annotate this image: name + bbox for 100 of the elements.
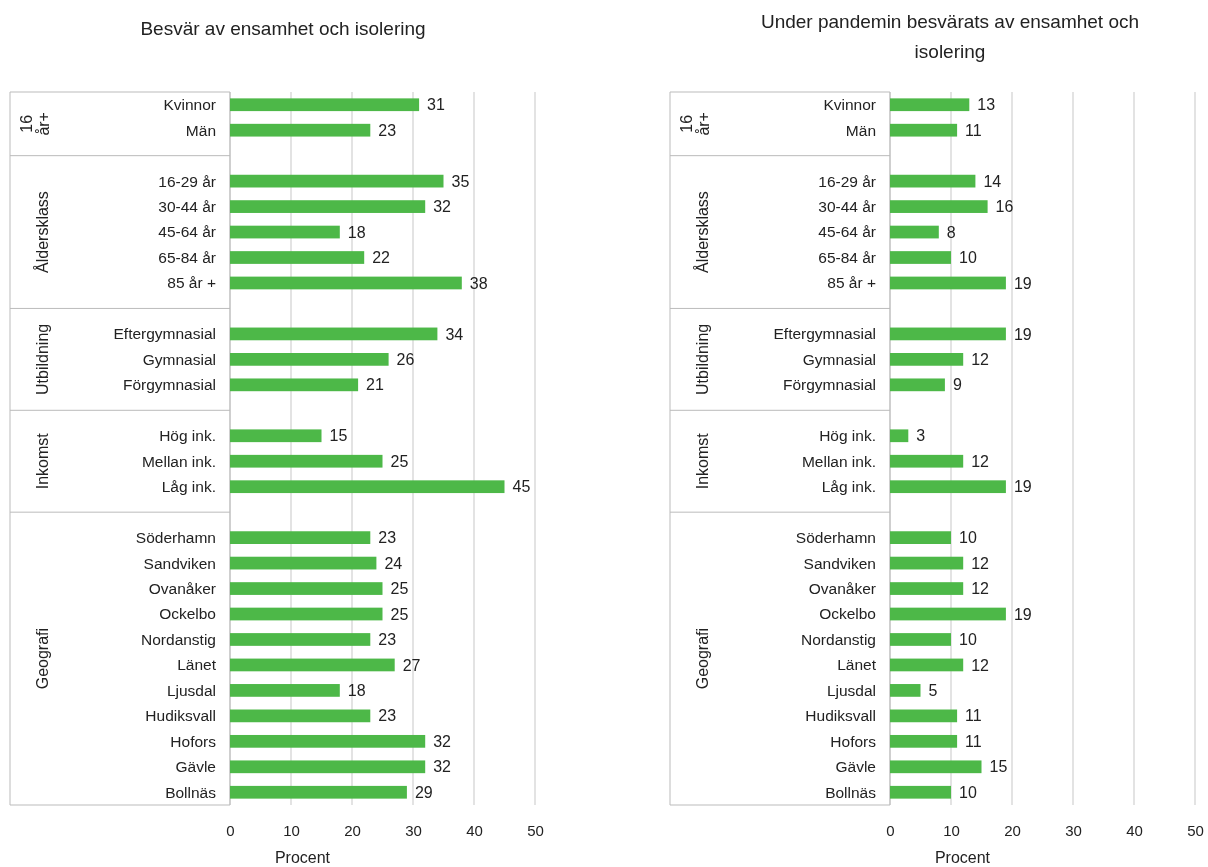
- data-label: 24: [384, 554, 403, 572]
- data-label: 23: [378, 707, 397, 725]
- data-label: 10: [959, 631, 977, 649]
- y-tick-label: Gymnasial: [142, 350, 216, 368]
- data-label: 35: [451, 172, 470, 190]
- y-tick-label: Låg ink.: [821, 478, 876, 496]
- y-tick-label: Låg ink.: [161, 478, 216, 496]
- y-tick-label: 45-64 år: [818, 223, 876, 241]
- data-label: 23: [378, 631, 397, 649]
- data-label: 16: [995, 198, 1014, 216]
- y-tick-label: Gymnasial: [802, 350, 876, 368]
- text: 16 år+: [677, 112, 712, 136]
- data-label: 14: [983, 172, 1002, 190]
- bar: [890, 734, 958, 748]
- bar: [230, 582, 383, 595]
- data-label: 27: [402, 656, 421, 674]
- data-label: 25: [390, 580, 409, 598]
- data-label: 18: [347, 682, 366, 700]
- data-label: 10: [959, 783, 977, 801]
- y-tick-label: 30-44 år: [818, 198, 876, 216]
- data-label: 19: [1013, 478, 1032, 496]
- x-tick-label: 20: [344, 821, 361, 839]
- data-label: 22: [372, 249, 391, 267]
- text: 16 år+: [17, 112, 52, 136]
- bar: [230, 658, 395, 672]
- x-tick-label: 0: [886, 821, 895, 839]
- y-tick-label: Hudiksvall: [805, 707, 876, 725]
- bar: [890, 429, 909, 443]
- data-label: 19: [1013, 605, 1032, 623]
- data-label: 3: [916, 427, 926, 445]
- y-tick-label: Hudiksvall: [145, 707, 216, 725]
- bar: [890, 327, 1006, 341]
- bar: [230, 98, 420, 112]
- y-tick-label: Hofors: [830, 732, 877, 750]
- text: Inkomst: [34, 432, 51, 490]
- bar: [230, 734, 426, 748]
- x-tick-label: 10: [943, 821, 960, 839]
- bar: [890, 633, 951, 646]
- y-tick-label: Länet: [177, 656, 217, 674]
- y-tick-label: Söderhamn: [795, 529, 876, 547]
- y-tick-label: 65-84 år: [158, 248, 216, 266]
- y-tick-label: Ockelbo: [159, 605, 216, 623]
- data-label: 8: [946, 223, 956, 241]
- text: Geografi: [34, 627, 51, 690]
- y-tick-label: Länet: [837, 656, 877, 674]
- bar: [890, 658, 964, 672]
- data-label: 9: [952, 376, 962, 394]
- bar: [890, 225, 939, 239]
- y-tick-label: Gävle: [175, 758, 216, 776]
- bar: [230, 709, 371, 723]
- x-tick-label: 0: [226, 821, 235, 839]
- bar: [230, 200, 426, 213]
- y-tick-label: Bollnäs: [165, 783, 217, 801]
- data-label: 15: [329, 427, 348, 445]
- data-label: 11: [965, 707, 982, 725]
- y-tick-label: Kvinnor: [163, 96, 216, 114]
- data-label: 32: [433, 198, 452, 216]
- y-tick-label: 85 år +: [827, 274, 876, 292]
- bar: [230, 276, 462, 290]
- data-label: 12: [971, 554, 990, 572]
- y-tick-label: Sandviken: [143, 554, 216, 572]
- y-tick-label: Ovanåker: [148, 579, 216, 597]
- bar: [890, 251, 951, 264]
- y-tick-label: Eftergymnasial: [113, 325, 216, 343]
- y-tick-label: 16-29 år: [158, 172, 216, 190]
- bar: [890, 98, 970, 112]
- bar: [890, 353, 964, 366]
- bar: [230, 785, 407, 799]
- x-tick-label: 50: [1187, 821, 1204, 839]
- bar: [230, 556, 377, 570]
- x-tick-label: 30: [405, 821, 422, 839]
- y-tick-label: Nordanstig: [141, 630, 216, 648]
- y-tick-label: Nordanstig: [801, 630, 876, 648]
- bar: [890, 709, 958, 723]
- y-tick-label: Ljusdal: [826, 681, 876, 699]
- data-label: 11: [965, 121, 982, 139]
- data-label: 31: [427, 96, 445, 114]
- bar: [890, 531, 951, 544]
- text: Åldersklass: [693, 191, 711, 273]
- data-label: 25: [390, 605, 409, 623]
- y-tick-label: Eftergymnasial: [773, 325, 876, 343]
- data-label: 19: [1013, 274, 1032, 292]
- bar: [890, 200, 988, 213]
- y-tick-label: 45-64 år: [158, 223, 216, 241]
- bar: [230, 123, 371, 137]
- bar: [890, 480, 1006, 494]
- text: Åldersklass: [33, 191, 51, 273]
- y-tick-label: Mellan ink.: [801, 452, 876, 470]
- data-label: 13: [977, 96, 996, 114]
- data-label: 5: [928, 682, 938, 700]
- data-label: 34: [445, 325, 464, 343]
- y-tick-label: Hög ink.: [159, 427, 216, 445]
- data-label: 11: [965, 732, 982, 750]
- y-tick-label: Kvinnor: [823, 96, 876, 114]
- chart-title: Besvär av ensamhet och isolering: [140, 18, 426, 39]
- bar: [230, 633, 371, 646]
- bar: [890, 276, 1006, 290]
- bar: [230, 684, 340, 697]
- data-label: 23: [378, 121, 397, 139]
- data-label: 23: [378, 529, 397, 547]
